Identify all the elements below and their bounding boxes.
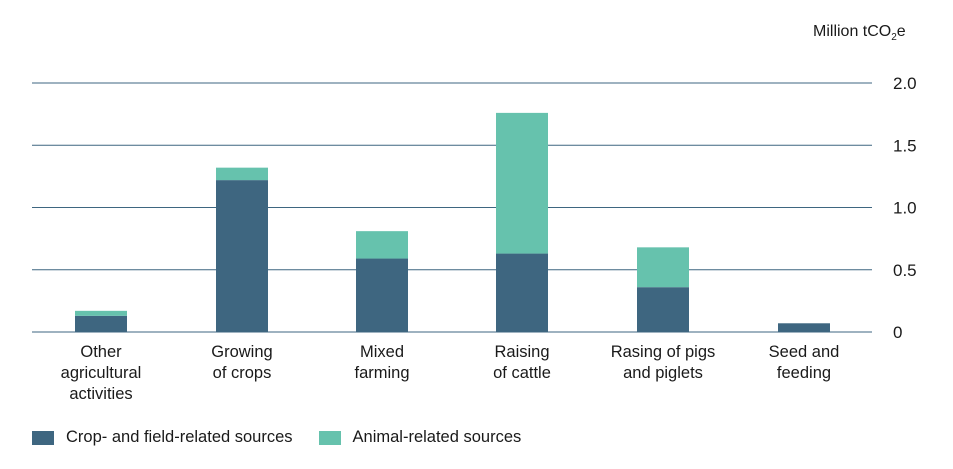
x-tick-label: and piglets	[623, 364, 703, 382]
x-tick-label: Other	[80, 343, 122, 361]
bar-animal	[216, 167, 268, 181]
x-tick-label: feeding	[777, 364, 831, 382]
bar-crop	[356, 258, 408, 332]
legend-swatch-crop	[32, 430, 54, 445]
legend-swatch-animal	[318, 430, 341, 445]
bar-crop	[216, 180, 268, 332]
x-tick-label: Raising	[494, 343, 549, 361]
x-tick-label: Growing	[211, 343, 272, 361]
bar-crop	[778, 323, 830, 332]
x-tick-label: farming	[354, 364, 409, 382]
x-tick-label: Rasing of pigs	[611, 343, 716, 361]
bar-animal	[496, 112, 548, 254]
bar-animal	[356, 231, 408, 259]
bar-crop	[496, 253, 548, 332]
legend-item-animal: Animal-related sources	[318, 428, 522, 447]
y-tick-label: 1.0	[893, 199, 917, 218]
bar-animal	[637, 247, 689, 288]
y-tick-label: 0	[893, 323, 902, 342]
legend: Crop- and field-related sources Animal-r…	[32, 428, 547, 447]
y-unit-label: Million tCO2e	[813, 23, 906, 43]
bar-crop	[75, 315, 127, 332]
bar-crop	[637, 287, 689, 332]
y-tick-label: 2.0	[893, 74, 917, 93]
legend-item-crop: Crop- and field-related sources	[32, 428, 293, 447]
x-tick-label: Mixed	[360, 343, 404, 361]
y-tick-label: 0.5	[893, 261, 917, 280]
x-tick-label: activities	[69, 385, 132, 403]
legend-label-crop: Crop- and field-related sources	[66, 428, 293, 446]
x-tick-label: of crops	[213, 364, 272, 382]
x-tick-label: Seed and	[769, 343, 840, 361]
x-tick-label: of cattle	[493, 364, 551, 382]
y-tick-label: 1.5	[893, 136, 917, 155]
x-tick-label: agricultural	[61, 364, 142, 382]
bar-animal	[75, 310, 127, 316]
legend-label-animal: Animal-related sources	[352, 428, 522, 446]
